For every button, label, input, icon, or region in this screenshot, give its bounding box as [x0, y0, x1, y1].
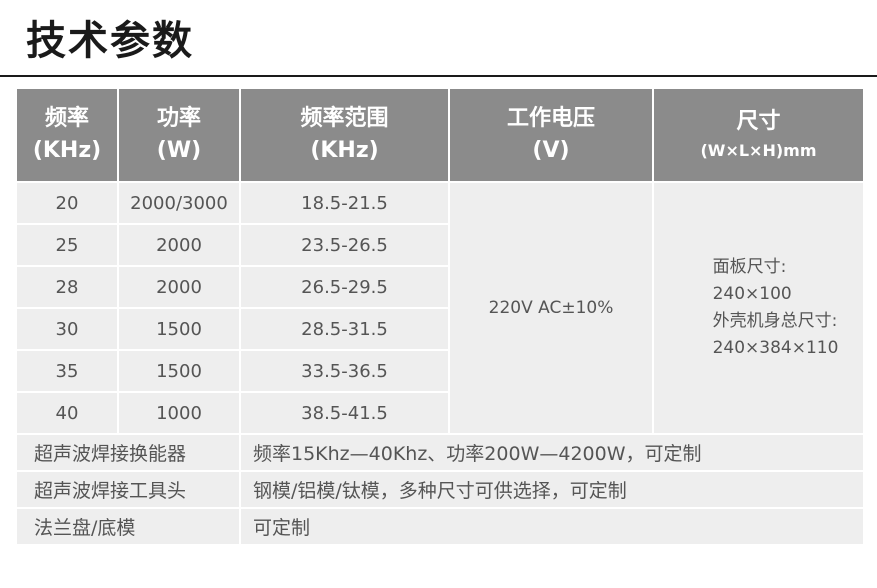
cell-frequency-range: 28.5-31.5 [239, 307, 450, 351]
header-voltage-label: 工作电压 [506, 106, 595, 131]
header-power-unit: (W) [156, 138, 202, 163]
table-row: 40 1000 38.5-41.5 [15, 391, 864, 435]
cell-frequency-range: 26.5-29.5 [239, 265, 450, 309]
cell-frequency-range: 23.5-26.5 [239, 223, 450, 267]
cell-power: 2000 [117, 265, 241, 309]
cell-frequency: 35 [15, 349, 119, 393]
cell-frequency: 28 [15, 265, 119, 309]
extra-row-flange: 法兰盘/底模 可定制 [15, 507, 865, 546]
cell-frequency-range: 18.5-21.5 [239, 181, 450, 225]
extra-label: 超声波焊接换能器 [15, 433, 241, 472]
extra-value: 钢模/铝模/钛模，多种尺寸可供选择，可定制 [239, 470, 865, 509]
header-frequency-label: 频率 [44, 106, 89, 131]
header-power: 功率 (W) [117, 87, 241, 183]
cell-power: 1500 [117, 307, 241, 351]
header-range-label: 频率范围 [300, 106, 389, 131]
header-range-unit: (KHz) [310, 138, 379, 163]
cell-frequency-range: 38.5-41.5 [239, 391, 450, 435]
cell-power: 1000 [117, 391, 241, 435]
size-case-label: 外壳机身总尺寸: [712, 311, 838, 331]
table-row: 25 2000 23.5-26.5 [15, 223, 864, 267]
header-frequency: 频率 (KHz) [15, 87, 119, 183]
extra-row-tool-head: 超声波焊接工具头 钢模/铝模/钛模，多种尺寸可供选择，可定制 [15, 470, 865, 509]
header-frequency-unit: (KHz) [32, 138, 102, 163]
title-divider [0, 75, 877, 77]
cell-frequency: 40 [15, 391, 119, 435]
extra-row-transducer: 超声波焊接换能器 频率15Khz—40Khz、功率200W—4200W，可定制 [15, 433, 865, 472]
cell-power: 1500 [117, 349, 241, 393]
extra-label: 超声波焊接工具头 [15, 470, 241, 509]
table-row: 35 1500 33.5-36.5 [15, 349, 864, 393]
header-frequency-range: 频率范围 (KHz) [239, 87, 450, 183]
header-row: 频率 (KHz) 功率 (W) 频率范围 (KHz) 工作电压 (V) 尺寸 (… [15, 87, 865, 183]
size-panel-label: 面板尺寸: [712, 257, 787, 277]
spec-table: 频率 (KHz) 功率 (W) 频率范围 (KHz) 工作电压 (V) 尺寸 (… [15, 87, 865, 546]
cell-frequency: 20 [15, 181, 119, 225]
table-row: 28 2000 26.5-29.5 [15, 265, 864, 309]
size-case-value: 240×384×110 [712, 338, 839, 358]
cell-frequency: 30 [15, 307, 119, 351]
header-voltage: 工作电压 (V) [448, 87, 654, 183]
page-title: 技术参数 [26, 18, 194, 64]
size-panel-value: 240×100 [712, 284, 792, 304]
header-power-label: 功率 [156, 106, 201, 131]
header-size-unit: (W×L×H)mm [700, 141, 817, 160]
cell-size: 面板尺寸: 240×100 外壳机身总尺寸: 240×384×110 [652, 181, 865, 435]
header-size-label: 尺寸 [736, 109, 781, 134]
extra-label: 法兰盘/底模 [15, 507, 241, 546]
table-row: 20 2000/3000 18.5-21.5 220V AC±10% 面板尺寸:… [15, 181, 865, 435]
extra-value: 频率15Khz—40Khz、功率200W—4200W，可定制 [239, 433, 865, 472]
table-row: 30 1500 28.5-31.5 [15, 307, 864, 351]
cell-power: 2000/3000 [117, 181, 241, 225]
cell-power: 2000 [117, 223, 241, 267]
extra-value: 可定制 [239, 507, 865, 546]
cell-frequency: 25 [15, 223, 119, 267]
size-details: 面板尺寸: 240×100 外壳机身总尺寸: 240×384×110 [679, 254, 839, 362]
header-voltage-unit: (V) [532, 138, 570, 163]
cell-frequency-range: 33.5-36.5 [239, 349, 450, 393]
cell-voltage: 220V AC±10% [448, 181, 654, 435]
header-size: 尺寸 (W×L×H)mm [652, 87, 865, 183]
